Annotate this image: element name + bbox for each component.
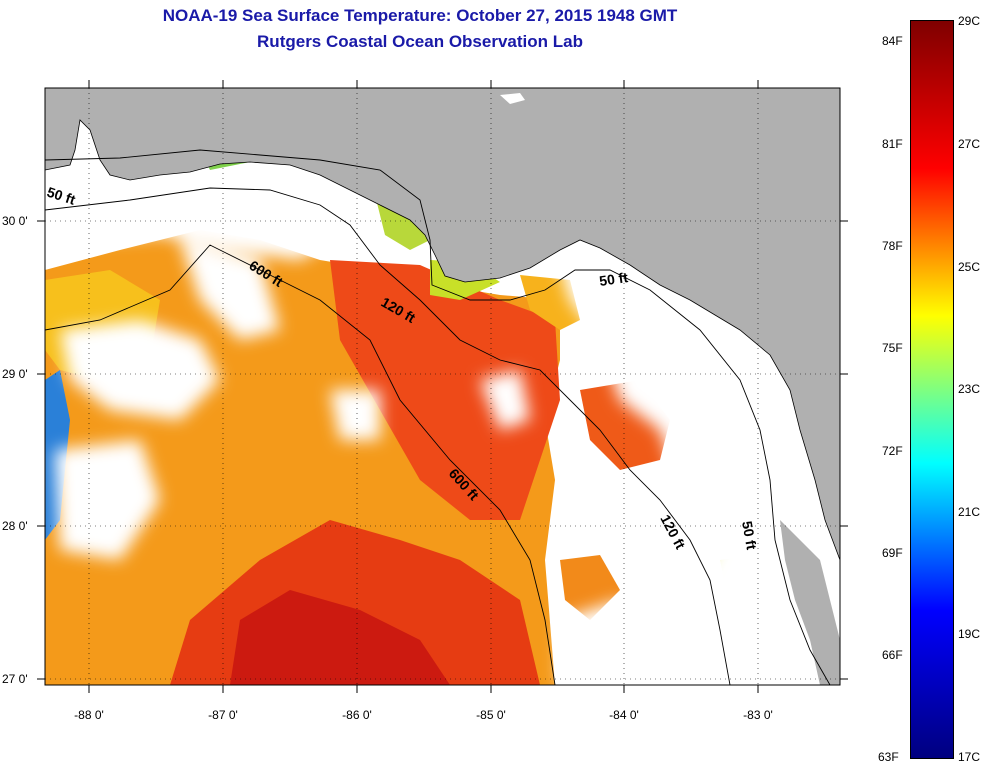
cb-label-c: 25C <box>958 260 981 274</box>
cb-label-c: 23C <box>958 382 981 396</box>
lon-label: -85 0' <box>476 708 506 722</box>
cb-label-f: 78F <box>882 239 903 253</box>
coastline <box>45 119 840 561</box>
lat-label: 28 0' <box>2 519 28 533</box>
inland-lake <box>500 93 525 104</box>
contour-120ft <box>45 187 731 685</box>
cb-label-f: 81F <box>882 137 903 151</box>
map-subtitle: Rutgers Coastal Ocean Observation Lab <box>257 32 583 51</box>
lat-label: 27 0' <box>2 672 28 686</box>
cb-label-f: 66F <box>882 648 903 662</box>
cb-label-f: 75F <box>882 341 903 355</box>
cb-label-f: 69F <box>882 546 903 560</box>
cb-label-c: 29C <box>958 14 981 28</box>
axis-ticks <box>37 80 848 693</box>
cb-label-f: 84F <box>882 34 903 48</box>
cb-label-f: 63F <box>878 750 899 764</box>
colorbar <box>910 20 954 759</box>
land-peninsula-tip <box>780 520 840 685</box>
lon-label: -84 0' <box>609 708 639 722</box>
land-mass <box>45 88 840 560</box>
cb-label-c: 19C <box>958 627 981 641</box>
lon-label: -87 0' <box>208 708 238 722</box>
contour-50ft <box>45 149 831 685</box>
contour-label-50ft-south: 50 ft <box>739 520 760 551</box>
depth-contours <box>45 149 831 685</box>
lat-label: 29 0' <box>2 367 28 381</box>
lon-label: -88 0' <box>74 708 104 722</box>
lon-label: -83 0' <box>743 708 773 722</box>
lat-label: 30 0' <box>2 214 28 228</box>
map-title: NOAA-19 Sea Surface Temperature: October… <box>162 6 678 25</box>
map-frame <box>44 87 841 686</box>
contour-600ft <box>45 244 556 685</box>
cb-label-f: 72F <box>882 444 903 458</box>
contour-label-50ft-east: 50 ft <box>598 269 629 289</box>
cb-label-c: 21C <box>958 505 981 519</box>
cb-label-c: 27C <box>958 137 981 151</box>
cb-label-c: 17C <box>958 750 981 764</box>
lon-label: -86 0' <box>342 708 372 722</box>
